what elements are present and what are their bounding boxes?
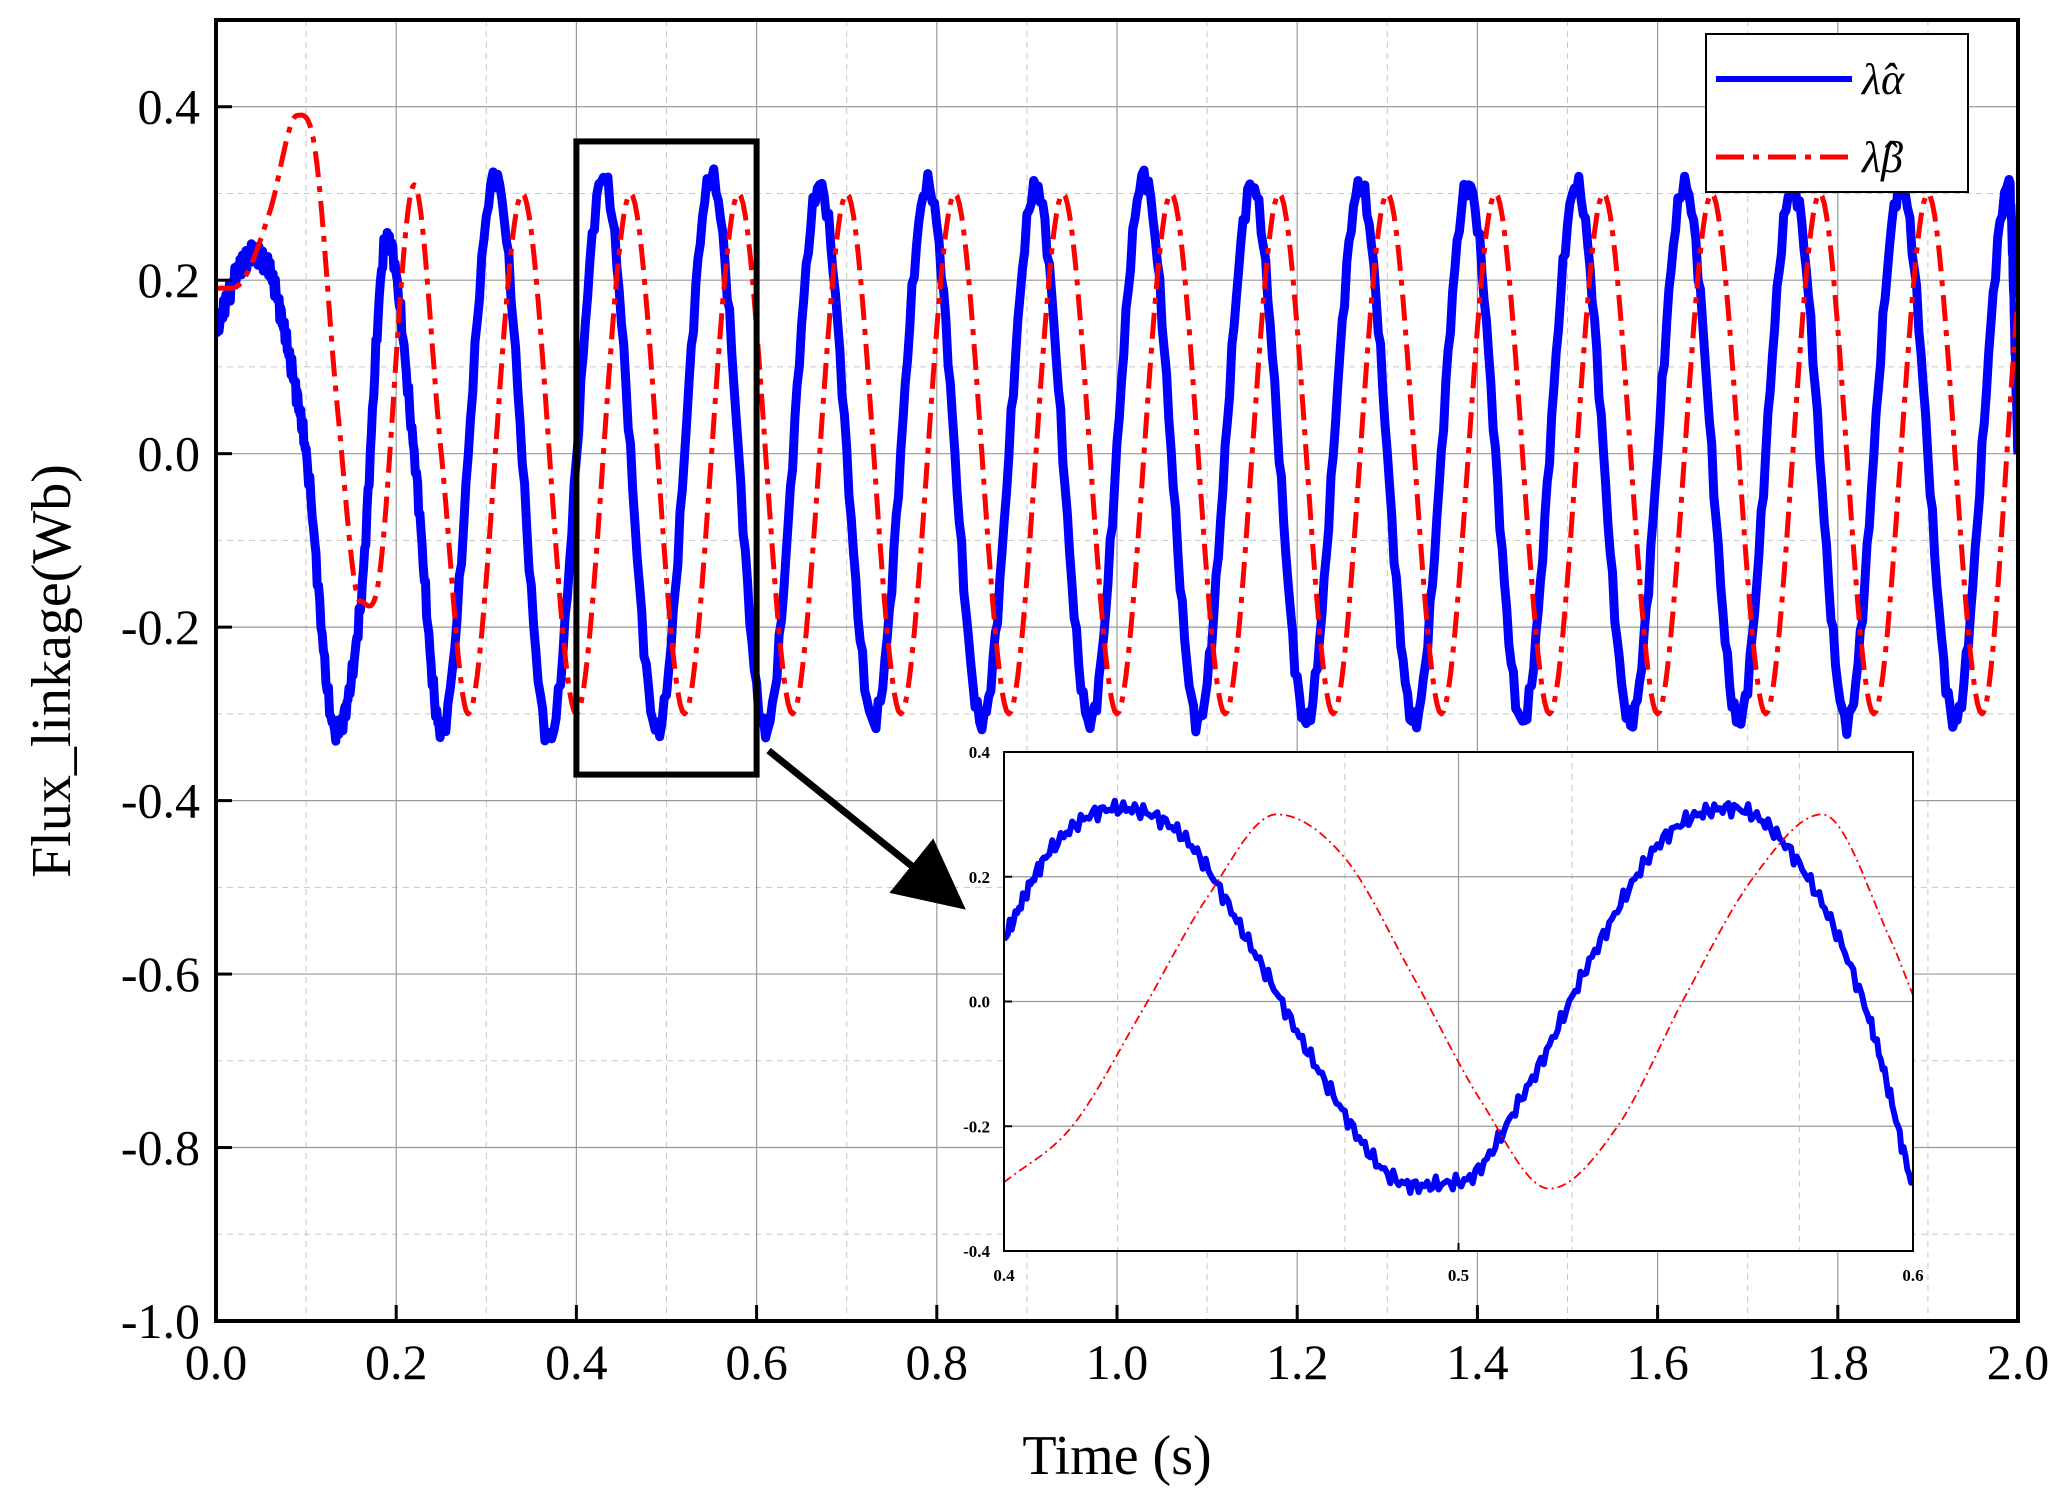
inset-y-tick-label-1: -0.2 [963,1117,990,1136]
y-tick-label-7: 0.4 [138,79,201,135]
main-ticks [214,105,2020,1323]
inset-plot-area [1004,797,1913,1196]
inset-x-tick-label-2: 0.6 [1902,1266,1923,1285]
inset-x-tick-label-1: 0.5 [1448,1266,1469,1285]
y-tick-label-0: -1.0 [121,1293,200,1349]
main-plot-area [216,112,2018,746]
zoom-arrow [766,747,966,910]
inset-y-tick-label-0: -0.4 [963,1242,990,1261]
x-tick-label-0: 0.0 [185,1334,248,1390]
x-tick-label-8: 1.6 [1626,1334,1689,1390]
y-tick-label-3: -0.4 [121,773,200,829]
zoom-box [573,138,760,778]
inset-tick-labels: 0.4 0.5 0.6 -0.4 -0.2 0.0 0.2 0.4 [963,743,1924,1285]
y-tick-label-4: -0.2 [121,599,200,655]
main-series-line-1 [216,112,2018,717]
inset-ticks [1003,751,1914,1252]
x-tick-label-5: 1.0 [1086,1334,1149,1390]
legend-label-beta: λ̂β [1860,133,1903,182]
inset-gridlines [1004,752,1913,1251]
inset-y-tick-label-3: 0.2 [969,868,990,887]
y-axis-title: Flux_linkage(Wb) [21,464,83,878]
x-tick-label-6: 1.2 [1266,1334,1329,1390]
x-tick-label-1: 0.2 [365,1334,428,1390]
inset-series-line-1 [1004,813,1913,1190]
x-tick-label-2: 0.4 [545,1334,608,1390]
main-tick-labels: 0.0 0.2 0.4 0.6 0.8 1.0 1.2 1.4 1.6 1.8 2.0 -1.0 -0.… [121,79,2049,1390]
inset-y-tick-label-2: 0.0 [969,993,990,1012]
x-tick-label-3: 0.6 [725,1334,788,1390]
legend: λ̂α λ̂β [1705,33,1969,193]
legend-label-alpha: λ̂α [1860,55,1905,104]
x-tick-label-4: 0.8 [906,1334,969,1390]
legend-box [1705,33,1969,193]
x-tick-label-9: 1.8 [1807,1334,1870,1390]
main-series-line-0 [216,164,2018,746]
x-tick-label-10: 2.0 [1987,1334,2050,1390]
inset-x-tick-label-0: 0.4 [993,1266,1015,1285]
y-tick-label-6: 0.2 [138,252,201,308]
inset-y-tick-label-4: 0.4 [969,743,991,762]
inset-series-line-0 [1004,797,1913,1196]
x-tick-label-7: 1.4 [1446,1334,1509,1390]
y-tick-label-1: -0.8 [121,1120,200,1176]
y-tick-label-2: -0.6 [121,946,200,1002]
x-axis-title: Time (s) [1022,1425,1211,1487]
y-tick-label-5: 0.0 [138,426,201,482]
